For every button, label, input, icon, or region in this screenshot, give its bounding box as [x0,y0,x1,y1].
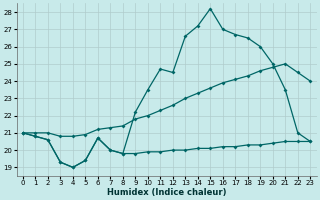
X-axis label: Humidex (Indice chaleur): Humidex (Indice chaleur) [107,188,226,197]
